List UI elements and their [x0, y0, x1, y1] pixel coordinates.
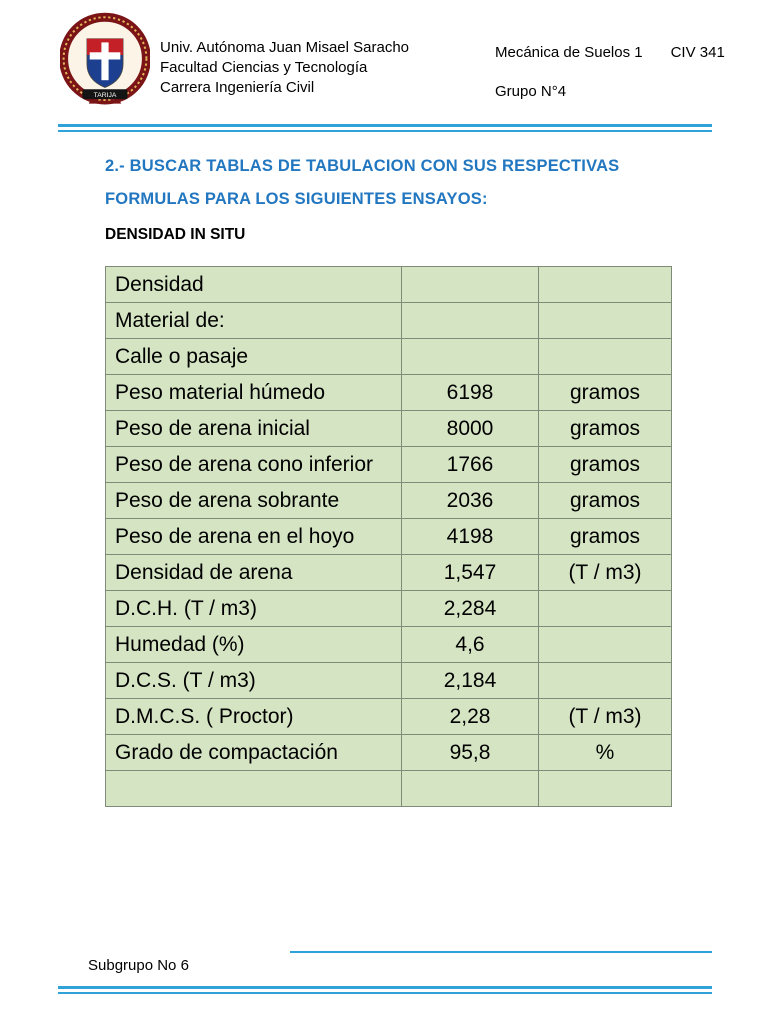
row-unit: gramos [538, 482, 672, 519]
row-unit: gramos [538, 446, 672, 483]
row-value: 4198 [401, 518, 539, 555]
row-label: Peso de arena sobrante [105, 482, 402, 519]
row-unit [538, 302, 672, 339]
row-label: Humedad (%) [105, 626, 402, 663]
row-label: Densidad [105, 266, 402, 303]
row-value [401, 266, 539, 303]
table-row: Densidad [105, 266, 672, 303]
row-unit [538, 770, 672, 807]
row-value: 95,8 [401, 734, 539, 771]
row-label: Material de: [105, 302, 402, 339]
table-row: Humedad (%) 4,6 [105, 626, 672, 663]
row-unit: gramos [538, 374, 672, 411]
density-table-body: Densidad Material de: Calle o pasaje Peso m… [105, 266, 672, 807]
row-unit [538, 626, 672, 663]
row-unit: % [538, 734, 672, 771]
career-name: Carrera Ingeniería Civil [160, 79, 315, 96]
row-label [105, 770, 402, 807]
row-label: D.C.H. (T / m3) [105, 590, 402, 627]
row-unit [538, 590, 672, 627]
course-info: Mecánica de Suelos 1 CIV 341 Grupo N°4 [495, 44, 725, 100]
table-row [105, 770, 672, 807]
row-value: 1,547 [401, 554, 539, 591]
row-value: 6198 [401, 374, 539, 411]
row-label: Peso de arena en el hoyo [105, 518, 402, 555]
row-value: 2,184 [401, 662, 539, 699]
row-unit [538, 662, 672, 699]
row-value: 2036 [401, 482, 539, 519]
course-code: CIV 341 [670, 44, 725, 61]
table-row: Peso de arena inicial 8000 gramos [105, 410, 672, 447]
table-row: Densidad de arena 1,547 (T / m3) [105, 554, 672, 591]
row-unit: gramos [538, 518, 672, 555]
table-row: Peso de arena cono inferior 1766 gramos [105, 446, 672, 483]
row-value [401, 338, 539, 375]
table-title: DENSIDAD IN SITU [105, 226, 246, 243]
row-unit [538, 266, 672, 303]
density-table: Densidad Material de: Calle o pasaje Peso m… [105, 266, 672, 807]
row-unit: (T / m3) [538, 698, 672, 735]
row-unit [538, 338, 672, 375]
page-bottom-line [58, 986, 712, 994]
row-value: 2,284 [401, 590, 539, 627]
table-row: D.M.C.S. ( Proctor) 2,28 (T / m3) [105, 698, 672, 735]
university-name: Univ. Autónoma Juan Misael Saracho [160, 39, 410, 56]
row-value [401, 770, 539, 807]
row-value: 4,6 [401, 626, 539, 663]
row-unit: (T / m3) [538, 554, 672, 591]
row-value: 8000 [401, 410, 539, 447]
row-label: D.C.S. (T / m3) [105, 662, 402, 699]
row-label: Peso material húmedo [105, 374, 402, 411]
table-row: Peso de arena sobrante 2036 gramos [105, 482, 672, 519]
table-row: D.C.H. (T / m3) 2,284 [105, 590, 672, 627]
section-heading: 2.- BUSCAR TABLAS DE TABULACION CON SUS … [105, 150, 619, 216]
table-row: Calle o pasaje [105, 338, 672, 375]
table-row: Peso material húmedo 6198 gramos [105, 374, 672, 411]
footer-subgroup-label: Subgrupo No 6 [88, 957, 189, 974]
row-label: Densidad de arena [105, 554, 402, 591]
table-row: Peso de arena en el hoyo 4198 gramos [105, 518, 672, 555]
row-label: Peso de arena cono inferior [105, 446, 402, 483]
university-seal-icon: TARIJA [59, 8, 151, 120]
logo-banner-text: TARIJA [94, 92, 117, 99]
row-value: 2,28 [401, 698, 539, 735]
course-title: Mecánica de Suelos 1 [495, 44, 643, 61]
row-label: Peso de arena inicial [105, 410, 402, 447]
faculty-name: Facultad Ciencias y Tecnología [160, 59, 368, 76]
table-row: Material de: [105, 302, 672, 339]
row-label: Grado de compactación [105, 734, 402, 771]
row-unit: gramos [538, 410, 672, 447]
university-info: Univ. Autónoma Juan Misael Saracho Facul… [160, 8, 409, 120]
section-heading-line2: FORMULAS PARA LOS SIGUIENTES ENSAYOS: [105, 190, 488, 208]
row-value [401, 302, 539, 339]
section-heading-line1: 2.- BUSCAR TABLAS DE TABULACION CON SUS … [105, 157, 620, 175]
header-divider-line [58, 124, 712, 132]
page-header: TARIJA Univ. Autónoma Juan Misael Sarach… [59, 8, 712, 120]
row-label: Calle o pasaje [105, 338, 402, 375]
group-number: Grupo N°4 [495, 83, 567, 100]
row-label: D.M.C.S. ( Proctor) [105, 698, 402, 735]
table-row: Grado de compactación 95,8% [105, 734, 672, 771]
footer-divider-line [290, 951, 712, 953]
table-row: D.C.S. (T / m3) 2,184 [105, 662, 672, 699]
row-value: 1766 [401, 446, 539, 483]
